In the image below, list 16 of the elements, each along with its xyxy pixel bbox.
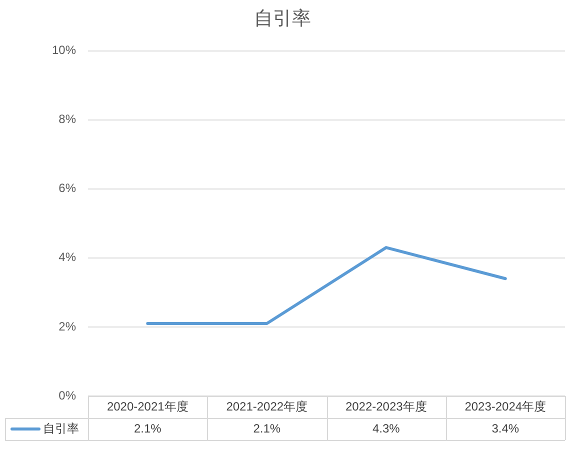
x-tick-label: 2022-2023年度 bbox=[345, 399, 427, 414]
data-label: 2.1% bbox=[134, 421, 162, 436]
y-tick-label: 2% bbox=[58, 319, 76, 334]
x-tick-label: 2023-2024年度 bbox=[464, 399, 546, 414]
legend-label: 自引率 bbox=[43, 421, 79, 436]
data-label: 4.3% bbox=[372, 421, 400, 436]
x-tick-label: 2020-2021年度 bbox=[106, 399, 188, 414]
data-label: 3.4% bbox=[492, 421, 520, 436]
y-tick-label: 6% bbox=[58, 181, 76, 196]
x-tick-label: 2021-2022年度 bbox=[226, 399, 308, 414]
y-tick-label: 10% bbox=[52, 43, 76, 58]
y-tick-label: 8% bbox=[58, 112, 76, 126]
data-label: 2.1% bbox=[253, 421, 281, 436]
y-tick-label: 4% bbox=[58, 250, 76, 264]
y-tick-label: 0% bbox=[58, 388, 76, 402]
chart-title: 自引率 bbox=[254, 8, 311, 30]
